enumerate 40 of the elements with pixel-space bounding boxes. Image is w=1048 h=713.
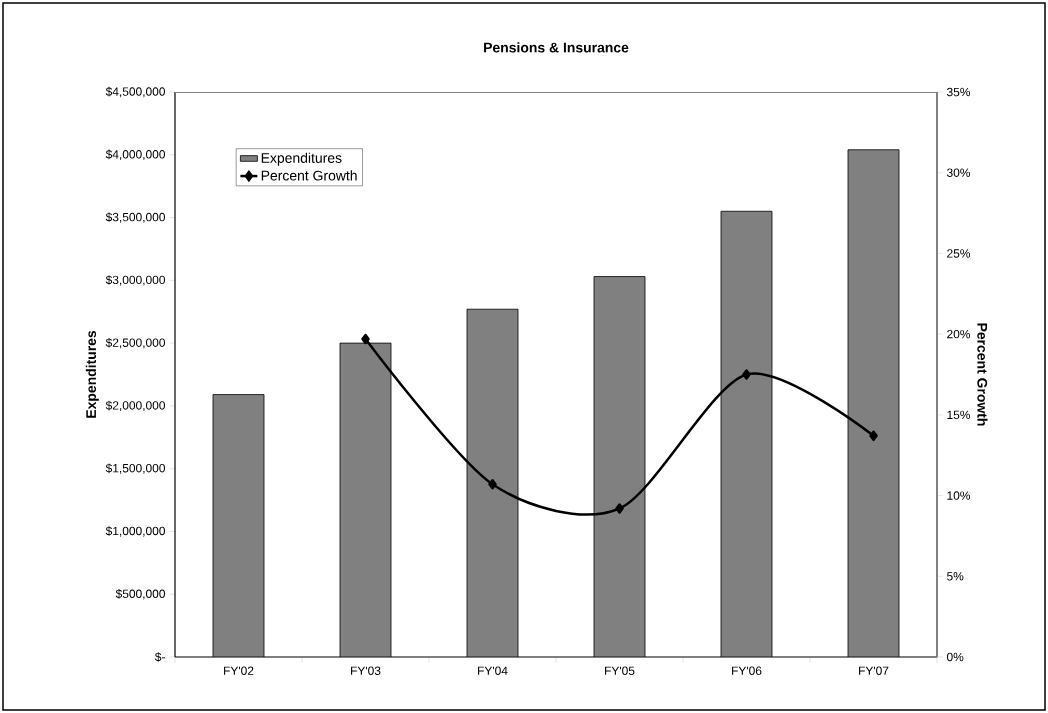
- bar: [340, 343, 391, 657]
- x-tick-label: FY'07: [859, 666, 889, 675]
- x-tick-label: FY'03: [351, 666, 381, 675]
- point: [488, 479, 497, 490]
- y2-tick-label: 30%: [946, 168, 971, 177]
- chart-title: Pensions & Insurance: [484, 42, 629, 53]
- y-tick-label: $2,000,000: [105, 400, 166, 412]
- x-tick-label: FY'05: [605, 666, 635, 675]
- y-tick-label: $3,500,000: [105, 212, 166, 223]
- x-tick-label: FY'02: [224, 666, 254, 675]
- y-tick-label: $500,000: [115, 589, 166, 600]
- legend-label: Expenditures: [261, 152, 342, 166]
- y-tick-label: $1,500,000: [105, 463, 166, 474]
- y2-tick-label: 35%: [946, 87, 971, 97]
- y-axis-title: Expenditures: [85, 330, 99, 418]
- y-tick-label: $4,500,000: [105, 86, 166, 98]
- y2-tick-label: 20%: [947, 329, 971, 339]
- y-tick-label: $-: [154, 652, 165, 662]
- bar: [721, 211, 772, 657]
- point: [615, 503, 624, 514]
- y2-tick-label: 10%: [947, 491, 971, 500]
- y2-tick-label: 5%: [947, 572, 964, 581]
- point: [869, 430, 878, 442]
- y-tick-label: $4,000,000: [105, 149, 166, 160]
- bar: [847, 149, 900, 657]
- y-tick-label: $1,000,000: [105, 526, 166, 537]
- point: [742, 369, 751, 380]
- y2-tick-label: 15%: [947, 410, 971, 420]
- point: [361, 333, 370, 345]
- x-tick-label: FY'06: [732, 666, 762, 675]
- y2-tick-label: 25%: [947, 249, 971, 258]
- bar: [594, 276, 645, 657]
- y2-tick-label: 0%: [947, 652, 964, 662]
- x-tick-label: FY'04: [478, 666, 508, 675]
- y-tick-label: $2,500,000: [105, 337, 166, 349]
- bar: [467, 309, 518, 657]
- legend-label: Percent Growth: [261, 170, 357, 181]
- y2-axis-title: Percent Growth: [977, 323, 988, 426]
- bar: [213, 394, 264, 657]
- y-tick-label: $3,000,000: [105, 275, 166, 286]
